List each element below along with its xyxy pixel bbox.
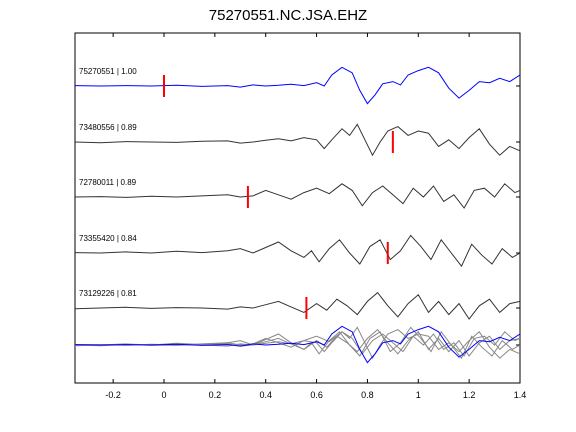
trace-label: 73355420 | 0.84: [79, 234, 137, 243]
x-tick-label: 1.2: [463, 390, 476, 400]
trace-label: 73129226 | 0.81: [79, 289, 137, 298]
trace-line: [74, 66, 521, 105]
chart-title: 75270551.NC.JSA.EHZ: [208, 7, 368, 24]
x-tick-label: 1: [416, 390, 421, 400]
x-tick-label: 0: [161, 390, 166, 400]
x-tick-label: 0.4: [259, 390, 272, 400]
stack-trace-line: [74, 326, 521, 360]
x-tick-label: 1.4: [514, 390, 527, 400]
stack-reference-line: [74, 325, 521, 364]
x-tick-label: 0.2: [209, 390, 222, 400]
stack-trace-line: [74, 328, 521, 357]
trace-line: [74, 183, 521, 209]
trace-line: [74, 291, 521, 320]
plot-frame: [74, 32, 521, 384]
trace-line: [74, 234, 521, 268]
trace-label: 75270551 | 1.00: [79, 67, 137, 76]
trace-line: [74, 123, 521, 157]
x-tick-label: -0.2: [105, 390, 121, 400]
trace-label: 72780011 | 0.89: [79, 178, 137, 187]
x-tick-label: 0.6: [310, 390, 323, 400]
trace-label: 73480556 | 0.89: [79, 123, 137, 132]
x-tick-label: 0.8: [361, 390, 374, 400]
